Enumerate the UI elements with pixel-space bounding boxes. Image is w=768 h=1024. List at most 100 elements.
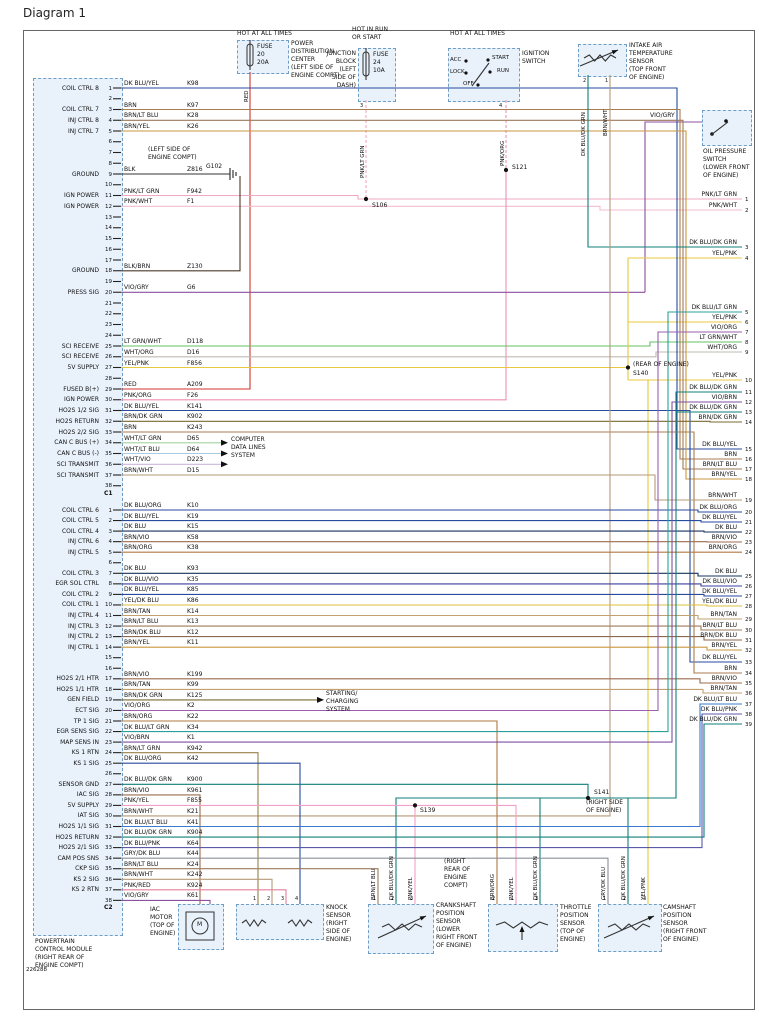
cmp-label: POSITION bbox=[663, 912, 692, 919]
exit-number: 28 bbox=[745, 603, 752, 610]
pin-label: HO2S 2/2 SIG bbox=[58, 428, 99, 436]
circuit-code: K61 bbox=[187, 892, 199, 900]
pin-label: HO2S RETURN bbox=[55, 417, 99, 425]
pin-number: 16 bbox=[105, 665, 112, 672]
knock-label: KNOCK bbox=[326, 904, 348, 911]
pin-number: 5 bbox=[108, 549, 113, 556]
exit-wire-label: DK BLU/DK GRN bbox=[689, 239, 737, 246]
pin-label: SCI TRANSMIT bbox=[56, 471, 99, 479]
ignition-contact bbox=[488, 70, 492, 74]
pin-number: 32 bbox=[105, 834, 112, 841]
wire-color-label: BRN/TAN bbox=[124, 607, 151, 615]
pin-label: ECT SIG bbox=[75, 706, 99, 714]
iac-label: IAC bbox=[150, 906, 160, 913]
note: OF ENGINE) bbox=[586, 807, 622, 814]
pin-label: PRESS SIG bbox=[67, 288, 99, 296]
ckp-label: RIGHT FRONT bbox=[436, 934, 478, 941]
exit-number: 2 bbox=[745, 207, 749, 214]
pin-number: 29 bbox=[105, 802, 112, 809]
switch-contact bbox=[724, 119, 728, 123]
exit-wire-label: BRN/YEL bbox=[711, 471, 737, 478]
wire-color-label: VIO/ORG bbox=[124, 702, 151, 710]
exit-wire-label: VIO/ORG bbox=[710, 324, 737, 331]
terminal-number: 4 bbox=[295, 896, 299, 902]
wire-color-label: DK BLU/LT BLU bbox=[124, 818, 168, 826]
wire-color-label: BRN/WHT bbox=[124, 467, 153, 474]
ckp-label: SENSOR bbox=[436, 918, 461, 925]
exit-number: 35 bbox=[745, 680, 752, 687]
thermistor-icon bbox=[583, 54, 617, 62]
exit-number: 24 bbox=[745, 549, 752, 556]
pdc-box bbox=[237, 40, 289, 74]
pdc-label: CENTER bbox=[291, 56, 316, 63]
pin-label: INJ CTRL 1 bbox=[67, 643, 99, 651]
wire-color-label: BRN/ORG bbox=[124, 544, 153, 552]
circuit-code: F855 bbox=[187, 797, 202, 805]
pin-label: KS 1 RTN bbox=[71, 749, 99, 757]
knock-element-icon bbox=[287, 919, 313, 927]
note: 24 bbox=[373, 59, 381, 66]
pin-label: COIL CTRL 5 bbox=[61, 517, 99, 525]
exit-number: 17 bbox=[745, 466, 752, 473]
wire-color-label: DK BLU/DK GRN bbox=[124, 776, 172, 784]
wire-dk-blu-dk-grn bbox=[121, 723, 742, 838]
circuit-code: K99 bbox=[187, 681, 199, 689]
wire-dk-blu-yel bbox=[121, 409, 742, 663]
wire-dk-blu-lt-grn bbox=[121, 311, 742, 733]
exit-wire-label: DK BLU/ORG bbox=[699, 504, 737, 511]
vertical-wire-label: BRN/LT BLU bbox=[371, 868, 377, 900]
pin-number: 1 bbox=[108, 85, 113, 92]
iat-label: TEMPERATURE bbox=[629, 50, 673, 57]
circuit-code: K35 bbox=[187, 575, 199, 583]
vertical-wire-label: RED bbox=[244, 90, 250, 102]
circuit-code: F26 bbox=[187, 391, 199, 399]
tps-label: ENGINE) bbox=[560, 936, 586, 943]
wire-color-label: DK BLU/ORG bbox=[124, 755, 162, 763]
circuit-code: K86 bbox=[187, 596, 199, 604]
splice-dot bbox=[412, 803, 418, 808]
circuit-code: K942 bbox=[187, 744, 203, 752]
note: 20 bbox=[257, 51, 265, 58]
circuit-code: F1 bbox=[187, 198, 195, 206]
exit-wire-label: WHT/ORG bbox=[707, 344, 737, 351]
pcm-label: ENGINE COMPT) bbox=[35, 962, 84, 969]
exit-wire-label: BRN bbox=[724, 451, 737, 458]
exit-number: 20 bbox=[745, 509, 752, 516]
pin-number: 37 bbox=[105, 472, 112, 479]
note: SYSTEM bbox=[326, 706, 350, 713]
terminal-number: 3 bbox=[281, 896, 285, 902]
pin-label: 5V SUPPLY bbox=[67, 801, 99, 809]
pin-label: HO2S 1/1 SIG bbox=[58, 823, 99, 830]
oil-label: OIL PRESSURE bbox=[703, 148, 747, 155]
splice-dot bbox=[363, 196, 369, 202]
vertical-wire-label: DK BLU/DK GRN bbox=[581, 112, 587, 156]
connector-name: C1 bbox=[104, 489, 113, 497]
wire-brn-tan bbox=[121, 688, 742, 694]
pin-number: 29 bbox=[105, 386, 112, 393]
exit-wire-label: BRN/VIO bbox=[711, 675, 737, 682]
exit-number: 18 bbox=[745, 476, 752, 483]
exit-wire-label: BRN/DK GRN bbox=[698, 414, 737, 421]
wire-dk-blu-dk-grn bbox=[587, 75, 742, 248]
circuit-code: K1 bbox=[187, 734, 195, 742]
exit-wire-label: DK BLU bbox=[714, 524, 737, 531]
exit-number: 27 bbox=[745, 593, 752, 600]
terminal-number: 3 bbox=[410, 896, 414, 902]
pin-number: 15 bbox=[105, 655, 112, 662]
vertical-wire-label: PNK/LT GRN bbox=[360, 145, 366, 178]
wire-brn-yel bbox=[121, 646, 742, 651]
vertical-wire-label: PNK/YEL bbox=[408, 877, 414, 900]
wire-dk-blu bbox=[121, 530, 742, 533]
wire-color-label: BRN/VIO bbox=[124, 533, 150, 541]
pin-label: COIL CTRL 3 bbox=[61, 569, 99, 577]
pin-number: 22 bbox=[105, 729, 112, 736]
exit-wire-label: DK BLU/YEL bbox=[702, 441, 737, 448]
pin-number: 2 bbox=[108, 518, 113, 525]
exit-wire-label: DK BLU/VIO bbox=[702, 578, 737, 585]
pin-label: HO2S 2/1 SIG bbox=[58, 844, 99, 852]
note: REAR OF bbox=[444, 866, 471, 873]
pin-number: 1 bbox=[108, 507, 113, 514]
wire-dk-blu-lt-blu bbox=[121, 703, 742, 828]
pin-number: 21 bbox=[105, 718, 112, 725]
